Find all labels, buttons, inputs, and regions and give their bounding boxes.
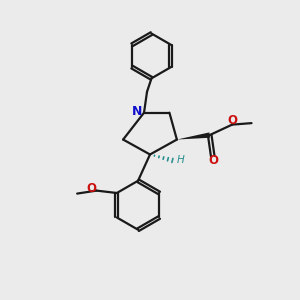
Text: O: O bbox=[228, 114, 238, 127]
Polygon shape bbox=[177, 132, 210, 140]
Text: O: O bbox=[86, 182, 96, 195]
Text: N: N bbox=[132, 105, 142, 118]
Text: H: H bbox=[176, 155, 184, 165]
Text: O: O bbox=[208, 154, 218, 167]
